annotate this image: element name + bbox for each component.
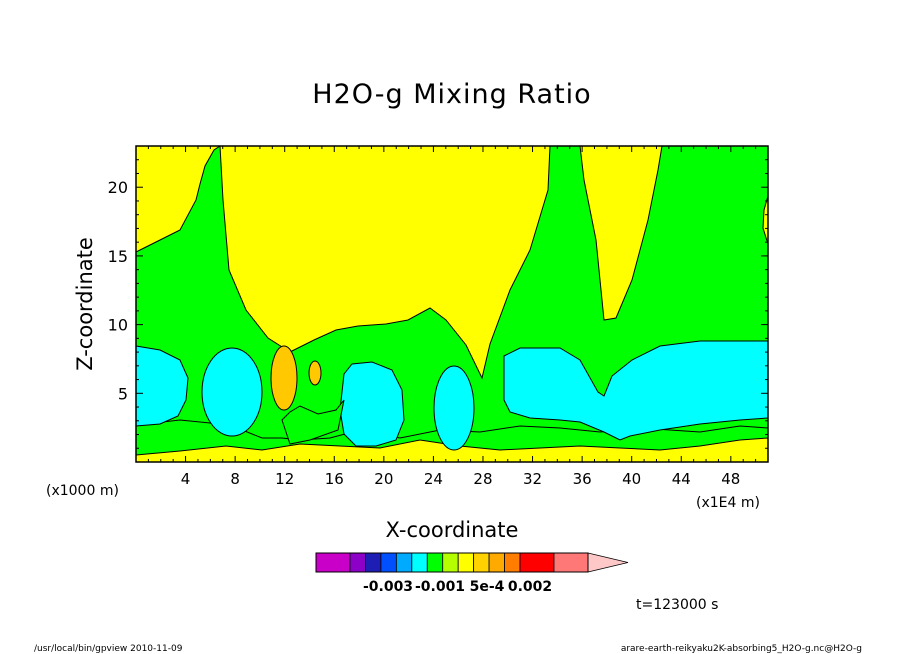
- plot-frame: [135, 145, 769, 463]
- region-cyan-4: [433, 365, 475, 451]
- region-orange-2: [308, 360, 322, 386]
- colorbar-frame: [315, 552, 589, 573]
- y-tick-label: 20: [108, 178, 128, 197]
- region-cyan-left: [136, 345, 189, 427]
- colorbar-swatch: [473, 552, 490, 573]
- x-unit-left: (x1000 m): [46, 483, 119, 499]
- region-orange-1: [270, 345, 298, 411]
- colorbar-tick-label: 0.002: [508, 579, 552, 595]
- y-tick-label: 5: [118, 384, 128, 403]
- colorbar-swatch: [457, 552, 475, 573]
- contour-field: [136, 146, 768, 462]
- region-cyan-2: [201, 347, 263, 437]
- colorbar-swatch: [315, 552, 351, 573]
- x-tick-label: 36: [573, 470, 592, 488]
- x-tick-label: 48: [721, 470, 740, 488]
- y-axis-ticks: 5 10 15 20: [108, 159, 768, 449]
- y-axis-label: Z-coordinate: [73, 237, 97, 371]
- x-tick-label: 24: [424, 470, 443, 488]
- colorbar-swatch: [519, 552, 555, 573]
- x-unit-right: (x1E4 m): [696, 495, 760, 511]
- region-cyan-right: [503, 340, 768, 441]
- region-yellow-upper: [204, 146, 663, 380]
- colorbar-swatch: [504, 552, 521, 573]
- colorbar-extend-max: [587, 552, 629, 573]
- colorbar-tick-label: -0.001: [415, 579, 465, 595]
- x-tick-label: 20: [374, 470, 393, 488]
- region-cyan-3: [339, 361, 405, 447]
- colorbar-swatch: [442, 552, 459, 573]
- x-tick-label: 28: [473, 470, 492, 488]
- x-tick-label: 40: [622, 470, 641, 488]
- chart-title: H2O-g Mixing Ratio: [312, 79, 591, 110]
- colorbar-labels: -0.003 -0.001 5e-4 0.002: [363, 579, 552, 595]
- footer-right: arare-earth-reikyaku2K-absorbing5_H2O-g.…: [621, 644, 862, 654]
- colorbar-swatch: [395, 552, 413, 573]
- colorbar-swatch: [349, 552, 366, 573]
- colorbar: [315, 552, 629, 573]
- x-tick-label: 32: [523, 470, 542, 488]
- region-yellow-right-edge: [762, 195, 768, 245]
- colorbar-swatch: [365, 552, 382, 573]
- x-tick-label: 4: [181, 470, 191, 488]
- x-tick-label: 12: [275, 470, 294, 488]
- x-tick-label: 44: [672, 470, 691, 488]
- colorbar-swatch: [411, 552, 428, 573]
- footer-left: /usr/local/bin/gpview 2010-11-09: [34, 644, 183, 654]
- x-tick-label: 16: [325, 470, 344, 488]
- colorbar-swatch: [488, 552, 505, 573]
- y-tick-label: 10: [108, 316, 128, 335]
- colorbar-swatch: [380, 552, 397, 573]
- region-green-channel: [281, 399, 345, 445]
- x-tick-label: 8: [230, 470, 240, 488]
- x-axis-ticks: 4 8 12 16 20 24 28 32 36 40 44 48: [147, 146, 757, 488]
- y-tick-label: 15: [108, 247, 128, 266]
- colorbar-tick-label: 5e-4: [470, 579, 505, 595]
- colorbar-swatch: [553, 552, 589, 573]
- time-label: t=123000 s: [636, 597, 718, 613]
- x-axis-label: X-coordinate: [386, 518, 519, 542]
- colorbar-tick-label: -0.003: [363, 579, 413, 595]
- region-yellow-left-top: [136, 146, 221, 253]
- colorbar-swatch: [426, 552, 444, 573]
